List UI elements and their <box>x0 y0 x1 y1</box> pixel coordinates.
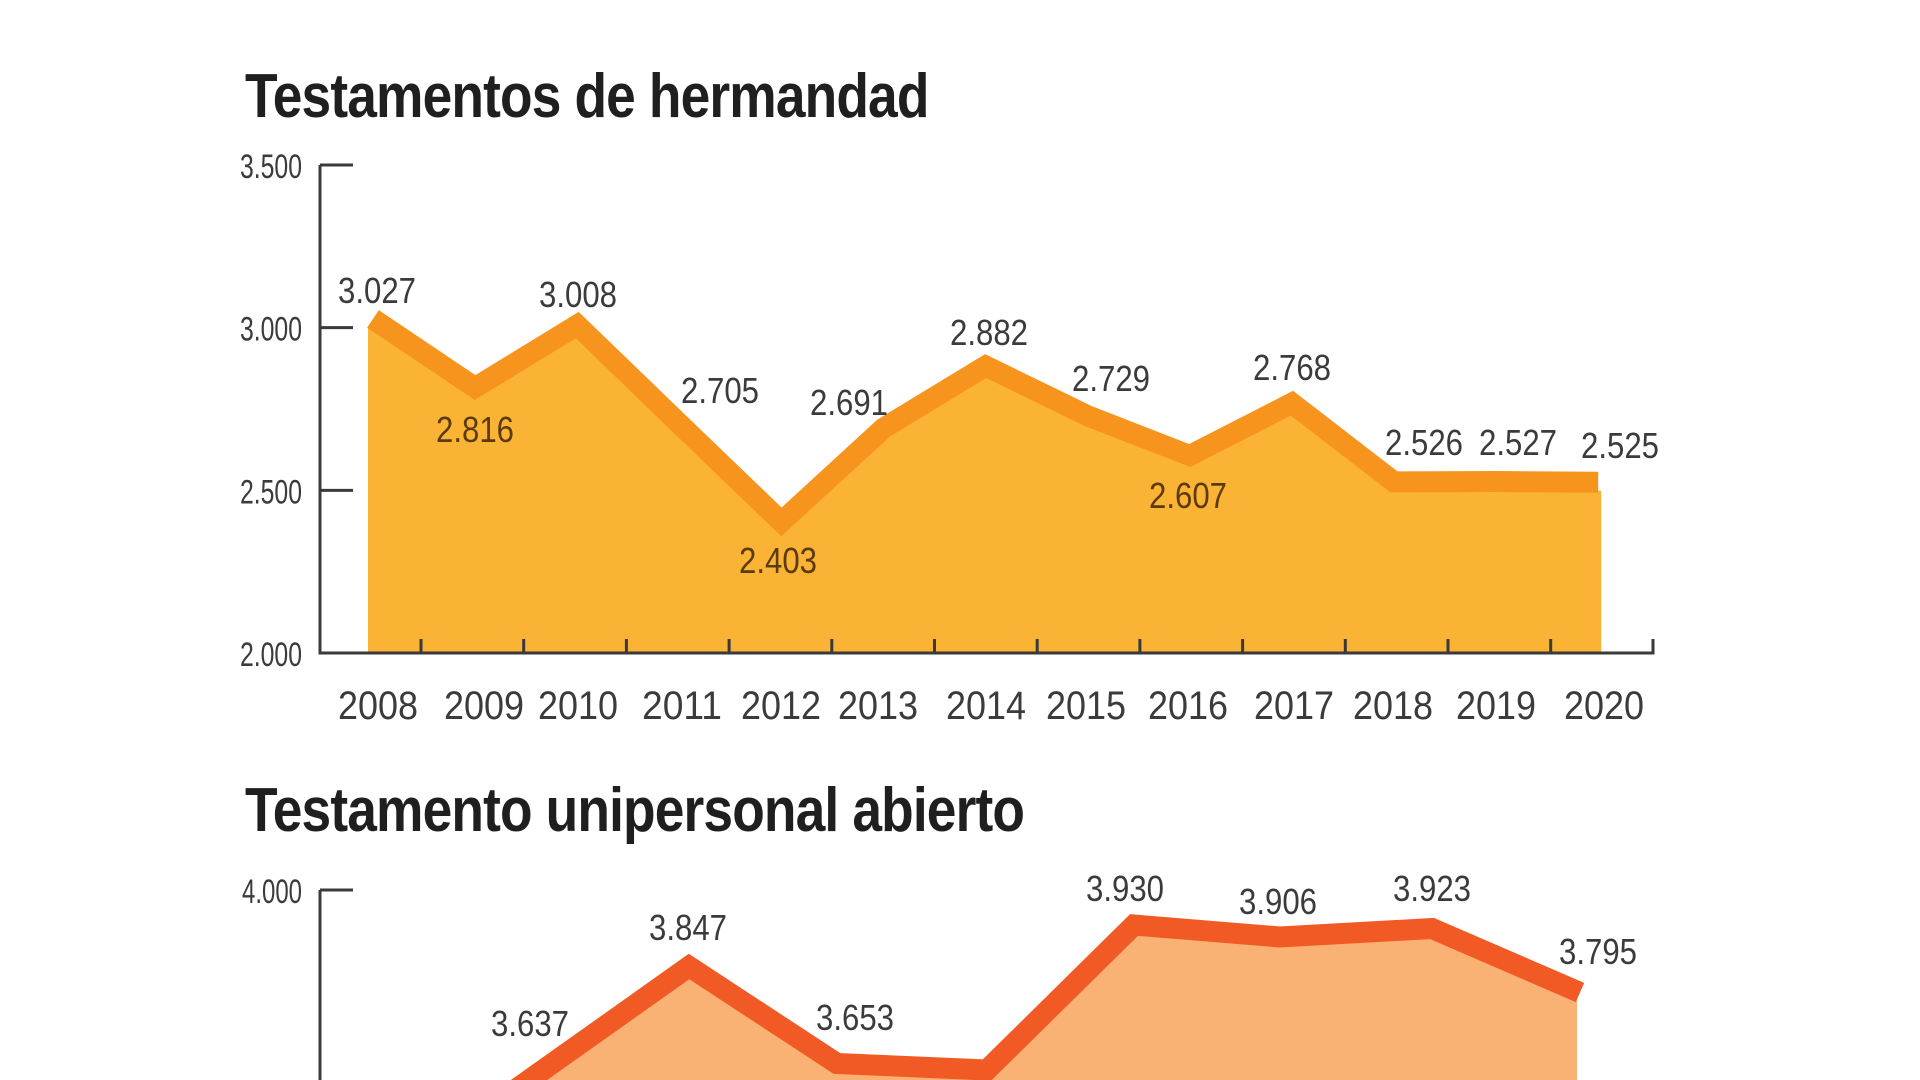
y-axis-labels: 2.000 2.500 3.000 3.500 <box>240 148 302 674</box>
x-tick-label: 2015 <box>1046 684 1126 728</box>
data-label: 3.653 <box>816 997 894 1038</box>
data-label: 3.923 <box>1393 868 1471 909</box>
x-tick-label: 2014 <box>946 684 1026 728</box>
area-fill <box>368 327 1602 653</box>
data-label: 2.525 <box>1581 425 1659 466</box>
data-label: 2.729 <box>1072 358 1150 399</box>
chart-hermandad: 2.000 2.500 3.000 3.500 2008 2009 2010 2011 201… <box>240 148 1659 728</box>
data-label: 2.768 <box>1253 347 1331 388</box>
x-tick-label: 2013 <box>838 684 918 728</box>
y-axis-labels: 4.000 <box>242 873 302 911</box>
x-tick-label: 2008 <box>338 684 418 728</box>
chart-title-unipersonal: Testamento unipersonal abierto <box>245 776 1025 845</box>
chart-title-hermandad: Testamentos de hermandad <box>245 62 929 131</box>
data-label: 2.691 <box>810 382 888 423</box>
data-labels: 3.027 2.816 3.008 2.705 2.403 2.691 2.882 2.729… <box>338 270 1659 581</box>
data-label: 3.930 <box>1086 868 1164 909</box>
data-label: 2.816 <box>436 409 514 450</box>
data-label: 3.637 <box>491 1003 569 1044</box>
x-tick-label: 2019 <box>1456 684 1536 728</box>
area-line <box>367 310 1599 537</box>
data-label: 2.607 <box>1149 475 1227 516</box>
x-tick-label: 2017 <box>1254 684 1334 728</box>
data-label: 3.906 <box>1239 881 1317 922</box>
y-tick-label: 3.000 <box>240 311 302 349</box>
axis-lines <box>318 165 1655 655</box>
area-line <box>510 914 1585 1080</box>
y-tick-label: 2.000 <box>240 636 302 674</box>
axes <box>318 163 1655 655</box>
data-label: 2.705 <box>681 370 759 411</box>
x-tick-label: 2016 <box>1148 684 1228 728</box>
data-label: 3.847 <box>649 907 727 948</box>
x-tick-label: 2009 <box>444 684 524 728</box>
x-tick-label: 2018 <box>1353 684 1433 728</box>
x-tick-label: 2012 <box>741 684 821 728</box>
y-tick-label: 2.500 <box>240 473 302 511</box>
y-tick-label: 4.000 <box>242 873 302 911</box>
data-label: 3.027 <box>338 270 416 311</box>
data-label: 2.526 <box>1385 422 1463 463</box>
x-axis-labels: 2008 2009 2010 2011 2012 2013 2014 2015 2016 2017… <box>338 684 1644 728</box>
area-fill <box>540 933 1577 1080</box>
data-labels: 3.637 3.847 3.653 3.930 3.906 3.923 3.795 <box>491 868 1637 1044</box>
y-tick-label: 3.500 <box>240 148 302 186</box>
data-label: 2.403 <box>739 540 817 581</box>
x-tick-label: 2020 <box>1564 684 1644 728</box>
x-tick-label: 2010 <box>538 684 618 728</box>
chart-unipersonal: 4.000 3.637 3.847 3.653 3.930 3.906 3.923 3.79… <box>242 868 1637 1080</box>
x-tick-label: 2011 <box>642 684 722 728</box>
data-label: 2.527 <box>1479 422 1557 463</box>
data-label: 3.008 <box>539 274 617 315</box>
data-label: 2.882 <box>950 312 1028 353</box>
data-label: 3.795 <box>1559 931 1637 972</box>
axes <box>318 888 353 1080</box>
